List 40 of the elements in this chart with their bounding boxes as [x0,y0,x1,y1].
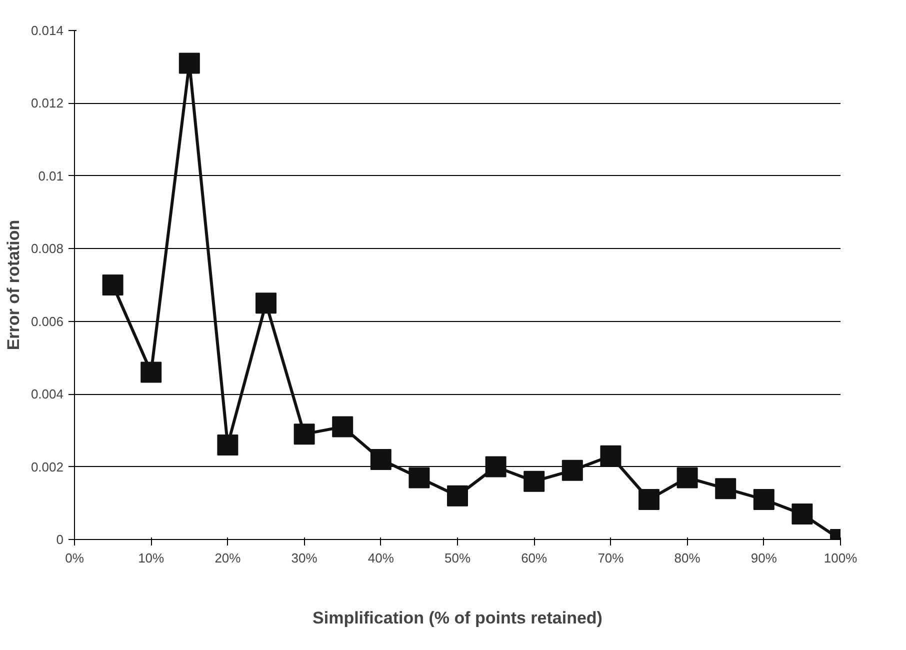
point [217,434,238,456]
y-tick-label: 0.006 [30,314,64,329]
y-tick-label: 0.002 [30,459,64,474]
x-tick-label: 100% [824,550,858,566]
x-tick-label: 40% [368,550,394,566]
point [753,489,774,510]
y-axis-title: Error of rotation [4,220,23,350]
point [485,456,506,478]
point [562,460,583,481]
point [792,504,813,525]
point [102,274,124,296]
y-tick-label: 0.004 [30,386,64,402]
y-tick-label: 0.014 [30,23,64,38]
point [140,362,162,383]
point [676,467,698,488]
point [638,489,660,510]
x-tick-label: 60% [521,550,548,566]
y-tick-label: 0 [56,532,64,547]
point [370,449,392,470]
point [447,485,468,506]
x-axis-title: Simplification (% of points retained) [312,608,602,628]
x-tick-label: 80% [674,550,701,566]
x-tick-label: 30% [291,550,318,566]
point [294,424,315,445]
point [332,416,354,438]
point [715,478,736,500]
point [178,52,200,74]
point [600,445,622,466]
point [256,292,276,314]
x-tick-label: 10% [138,550,165,566]
y-tick-label: 0.012 [30,96,64,111]
y-tick-label: 0.01 [38,168,64,184]
x-tick-label: 20% [214,550,242,566]
x-tick-label: 0% [65,550,84,566]
x-tick-label: 70% [598,550,624,566]
point [408,467,430,488]
y-tick-label: 0.008 [30,241,64,256]
point [524,470,545,492]
x-tick-label: 50% [444,550,471,566]
x-tick-label: 90% [750,550,778,566]
